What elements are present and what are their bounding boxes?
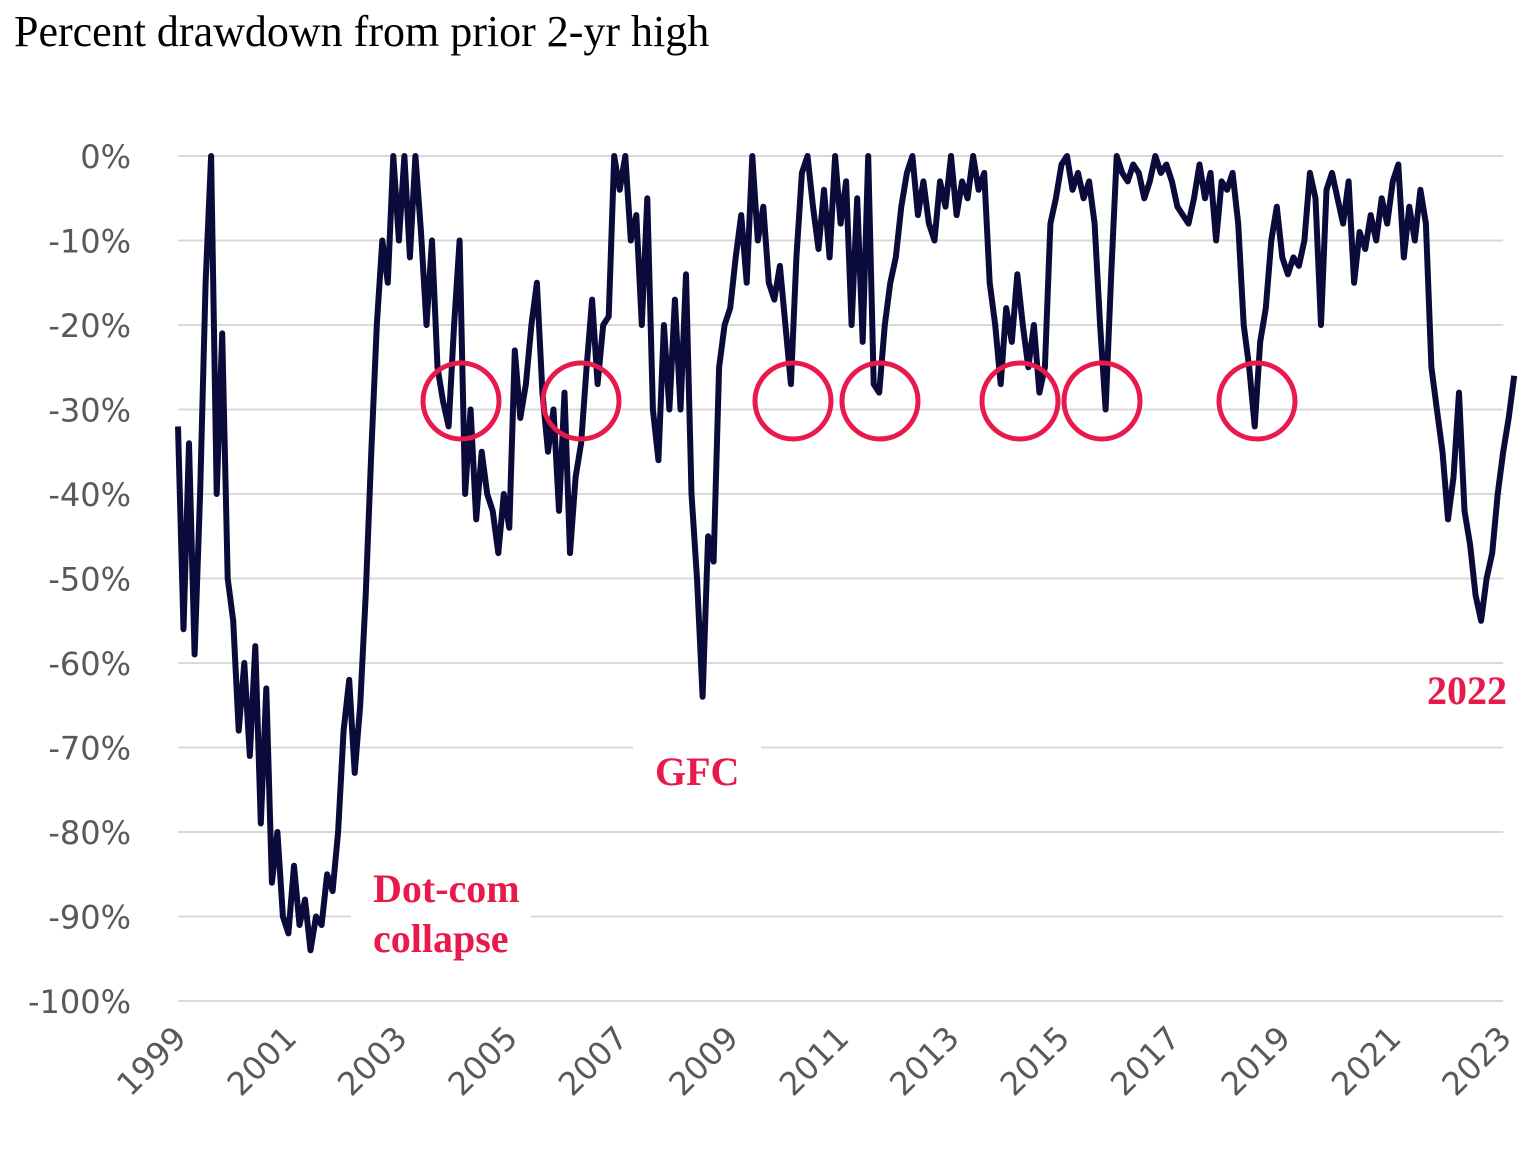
- x-tick-label: 2001: [220, 1019, 304, 1103]
- data-line: [175, 153, 1518, 954]
- y-tick-label: -80%: [48, 814, 131, 852]
- y-tick-label: -100%: [28, 983, 131, 1021]
- x-tick-label: 2005: [441, 1019, 525, 1103]
- annotation-background: [351, 862, 542, 915]
- y-tick-label: -60%: [48, 645, 131, 683]
- y-tick-label: -30%: [48, 392, 131, 430]
- highlight-circle: [1216, 360, 1298, 442]
- x-tick-label: 2011: [772, 1019, 856, 1103]
- x-tick-label: 2021: [1324, 1019, 1408, 1103]
- highlight-circle: [1061, 360, 1143, 442]
- annotation: GFC: [655, 749, 739, 794]
- highlight-circle: [979, 360, 1061, 442]
- annotation-background: [633, 745, 762, 798]
- y-tick-label: 0%: [80, 138, 131, 176]
- annotation-background: [1405, 664, 1529, 717]
- x-tick-label: 2007: [551, 1019, 635, 1103]
- labels: 0% -10% -20% -30% -40% -50% -60% -70% -80% -90% -1…: [28, 138, 1519, 1103]
- y-tick-label: -70%: [48, 730, 131, 768]
- x-tick-label: 2003: [330, 1019, 414, 1103]
- y-tick-label: -10%: [48, 223, 131, 261]
- x-tick-label: 1999: [109, 1019, 193, 1103]
- y-tick-label: -50%: [48, 561, 131, 599]
- highlight-circles: [420, 360, 1298, 442]
- highlight-circle: [420, 360, 502, 442]
- y-tick-label: -40%: [48, 476, 131, 514]
- x-tick-label: 2017: [1103, 1019, 1187, 1103]
- annotation: collapse: [373, 916, 509, 961]
- chart-title: Percent drawdown from prior 2-yr high: [14, 7, 709, 56]
- y-tick-label: -20%: [48, 307, 131, 345]
- annotation: 2022: [1427, 668, 1507, 713]
- plot: [175, 153, 1518, 954]
- x-tick-label: 2015: [993, 1019, 1077, 1103]
- highlight-circle: [839, 360, 921, 442]
- x-tick-label: 2023: [1434, 1019, 1518, 1103]
- annotation-backgrounds: [351, 664, 1529, 965]
- annotation-background: [351, 912, 531, 965]
- highlight-circle: [540, 360, 622, 442]
- annotation: Dot-com: [373, 866, 520, 911]
- y-tick-label: -90%: [48, 899, 131, 937]
- x-tick-label: 2013: [882, 1019, 966, 1103]
- x-tick-label: 2019: [1214, 1019, 1298, 1103]
- x-tick-label: 2009: [661, 1019, 745, 1103]
- highlight-circle: [752, 360, 834, 442]
